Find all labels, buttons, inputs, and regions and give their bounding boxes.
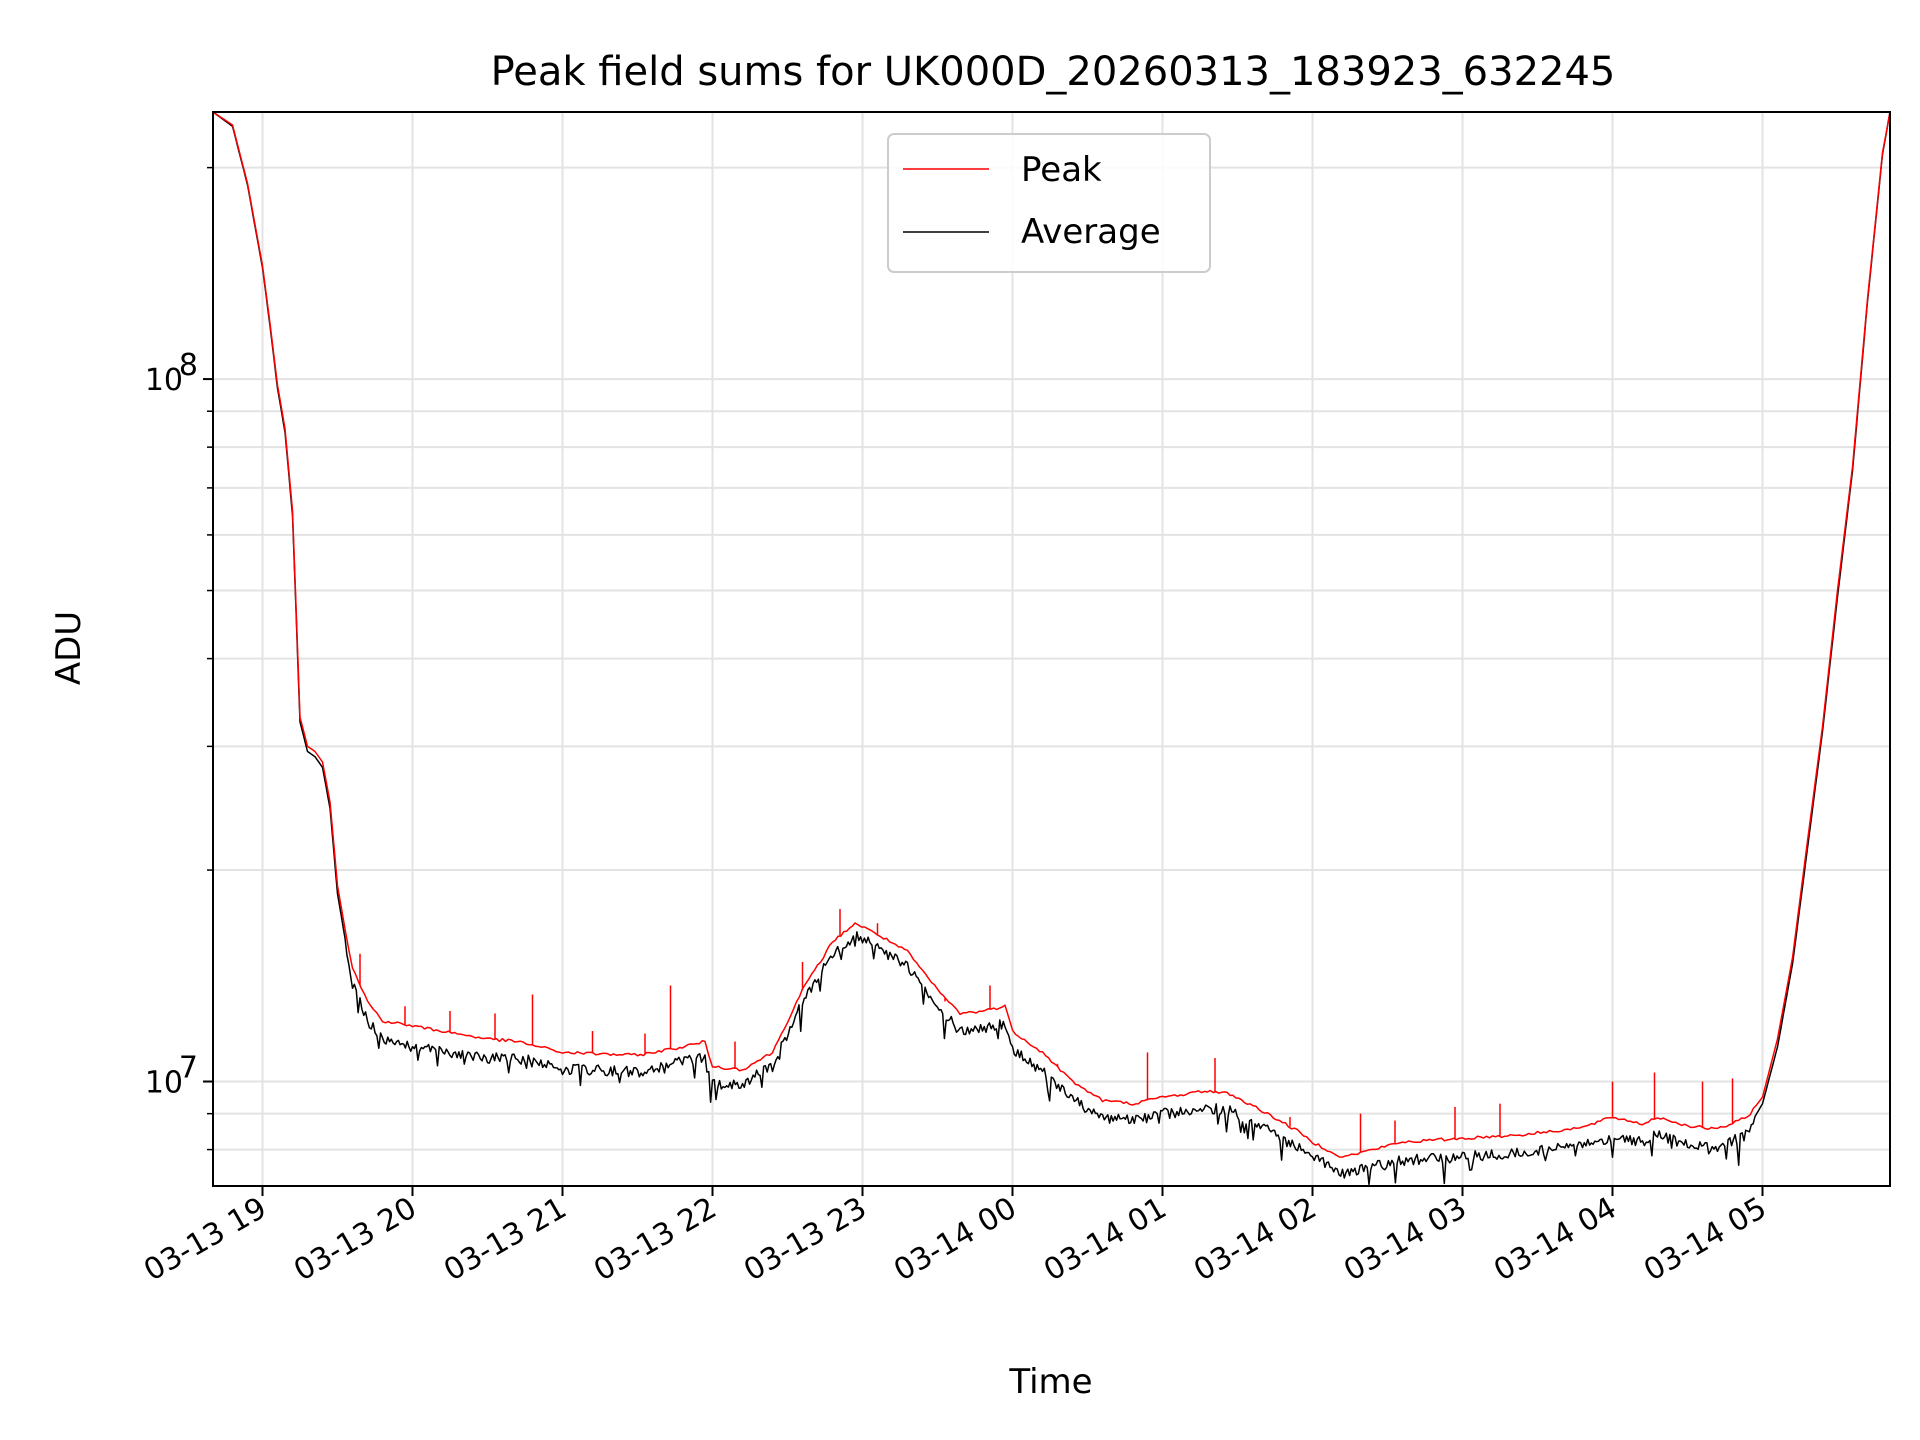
legend-label-average: Average bbox=[1021, 212, 1161, 252]
legend-label-peak: Peak bbox=[1021, 150, 1102, 190]
y-axis-label: ADU bbox=[49, 611, 89, 685]
chart-title: Peak field sums for UK000D_20260313_1839… bbox=[491, 49, 1616, 95]
y-tick-label: 10 bbox=[145, 1066, 183, 1101]
legend: Peak Average bbox=[887, 133, 1211, 273]
series-layer bbox=[213, 112, 1890, 1186]
y-tick-label-base: 10 bbox=[145, 1066, 183, 1101]
y-tick-label-exponent: 8 bbox=[179, 348, 198, 383]
peak-line bbox=[213, 112, 1890, 1158]
average-line bbox=[213, 112, 1890, 1186]
y-tick-label-base: 10 bbox=[145, 363, 183, 398]
x-axis-label: Time bbox=[1008, 1362, 1092, 1402]
y-tick-label-exponent: 7 bbox=[179, 1051, 198, 1086]
plot-frame bbox=[212, 111, 1891, 1187]
y-tick-label: 10 bbox=[145, 363, 183, 398]
